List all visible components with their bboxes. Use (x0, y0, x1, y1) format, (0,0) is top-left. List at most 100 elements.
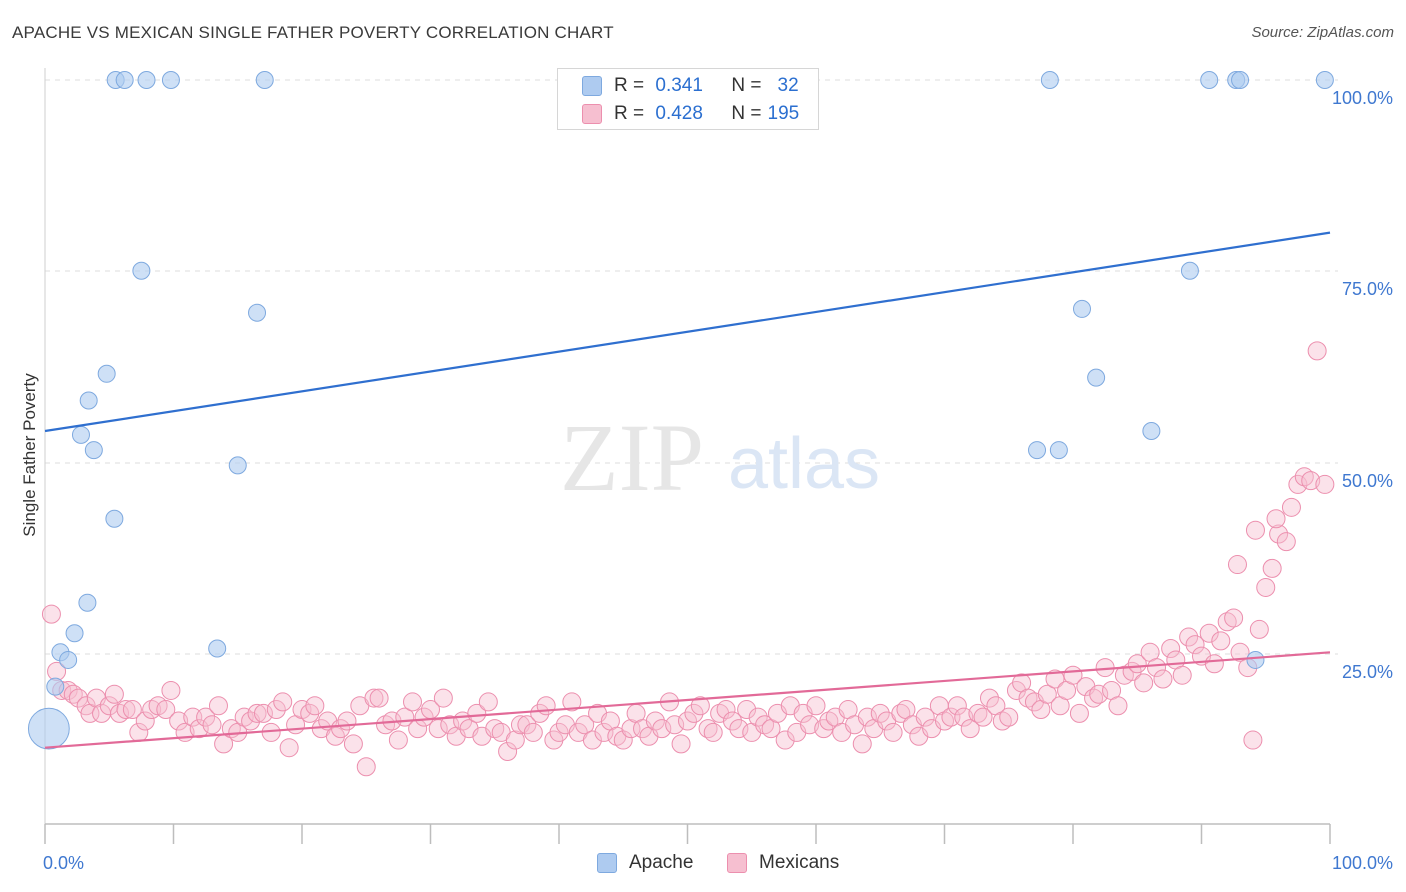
apache-r-value: 0.341 (655, 75, 703, 96)
mexicans-point-133 (891, 703, 911, 723)
apache-point-16 (115, 71, 134, 89)
mexicans-point-102 (690, 696, 710, 716)
apache-series (27, 71, 1334, 750)
mexicans-point-127 (852, 734, 872, 754)
stats-row-apache: R = 0.341 N = 32 (582, 73, 799, 99)
apache-point-7 (84, 441, 103, 460)
mexicans-point-46 (331, 719, 351, 739)
mexicans-point-182 (1204, 654, 1224, 674)
mexicans-point-189 (1249, 619, 1269, 639)
watermark: ZIP atlas (560, 404, 880, 511)
mexicans-point-178 (1179, 627, 1199, 647)
mexicans-point-34 (253, 703, 273, 723)
y-axis-label: Single Father Poverty (20, 373, 39, 537)
mexicans-point-36 (266, 700, 286, 720)
mexicans-point-63 (440, 715, 460, 735)
mexicans-point-173 (1147, 658, 1167, 678)
y-tick-label-3: 25.0% (1342, 662, 1393, 682)
mexicans-trend-line (44, 651, 1331, 749)
mexicans-point-76 (523, 722, 543, 742)
mexicans-point-199 (1315, 474, 1335, 494)
mexicans-point-72 (498, 742, 518, 762)
stats-legend: R = 0.341 N = 32 R = 0.428 N = 195 (557, 68, 819, 130)
mexicans-point-38 (279, 738, 299, 758)
mexicans-point-61 (428, 719, 448, 739)
mexicans-point-21 (169, 711, 189, 731)
mexicans-point-82 (562, 692, 582, 712)
mexicans-point-37 (273, 692, 293, 712)
chart-title: APACHE VS MEXICAN SINGLE FATHER POVERTY … (12, 23, 614, 42)
mexicans-point-132 (883, 722, 903, 742)
mexicans-point-106 (716, 700, 736, 720)
mexicans-point-42 (305, 696, 325, 716)
apache-point-19 (255, 71, 274, 89)
mexicans-point-47 (337, 711, 357, 731)
mexicans-point-201 (1245, 520, 1265, 540)
mexicans-r-value: 0.428 (655, 103, 703, 124)
mexicans-n-value: 195 (767, 103, 800, 124)
mexicans-point-84 (575, 715, 595, 735)
mexicans-point-87 (594, 722, 614, 742)
legend-item-mexicans[interactable]: Mexicans (727, 852, 839, 874)
mexicans-point-128 (857, 707, 877, 727)
mexicans-point-104 (703, 722, 723, 742)
apache-point-9 (97, 364, 116, 383)
grid-lines (45, 79, 1338, 655)
mexicans-point-103 (698, 719, 718, 739)
mexicans-point-111 (748, 707, 768, 727)
mexicans-point-192 (1269, 524, 1289, 544)
mexicans-point-55 (388, 730, 408, 750)
mexicans-point-27 (208, 696, 228, 716)
apache-point-14 (208, 639, 227, 658)
mexicans-point-108 (729, 719, 749, 739)
apache-trend-line (44, 231, 1331, 433)
apache-point-20 (1040, 71, 1059, 89)
apache-point-10 (105, 509, 124, 528)
legend-mexicans-swatch (727, 853, 747, 873)
apache-point-3 (59, 650, 78, 669)
y-tick-label-2: 50.0% (1342, 471, 1393, 491)
apache-point-1 (46, 677, 65, 696)
legend-apache-swatch (597, 853, 617, 873)
mexicans-point-14 (122, 700, 142, 720)
mexicans-point-101 (684, 703, 704, 723)
mexicans-point-161 (1069, 703, 1089, 723)
mexicans-point-24 (189, 719, 209, 739)
mexicans-point-109 (737, 700, 757, 720)
mexicans-point-194 (1281, 497, 1301, 517)
mexicans-point-73 (505, 730, 525, 750)
mexicans-point-143 (954, 707, 974, 727)
apache-point-28 (1142, 422, 1161, 441)
mexicans-point-200 (1227, 555, 1247, 575)
mexicans-point-163 (1084, 688, 1104, 708)
apache-point-26 (1072, 299, 1091, 318)
mexicans-point-175 (1161, 638, 1181, 658)
mexicans-point-107 (722, 711, 742, 731)
mexicans-point-171 (1134, 673, 1154, 693)
mexicans-point-26 (202, 715, 222, 735)
mexicans-point-190 (1256, 577, 1276, 597)
mexicans-point-13 (116, 700, 136, 720)
mexicans-point-75 (517, 715, 537, 735)
mexicans-swatch (582, 104, 602, 124)
mexicans-point-181 (1199, 623, 1219, 643)
legend-item-apache[interactable]: Apache (597, 852, 693, 874)
mexicans-point-195 (1288, 474, 1308, 494)
mexicans-point-100 (678, 711, 697, 731)
apache-point-23 (1231, 71, 1250, 89)
mexicans-point-90 (613, 730, 633, 750)
mexicans-point-69 (478, 692, 498, 712)
mexicans-point-85 (582, 730, 602, 750)
mexicans-point-57 (403, 692, 423, 712)
mexicans-point-167 (1108, 696, 1128, 716)
mexicans-point-0 (41, 604, 61, 624)
mexicans-point-80 (549, 722, 569, 742)
trend-lines (44, 231, 1331, 749)
mexicans-point-16 (135, 711, 155, 731)
apache-point-31 (1246, 650, 1265, 669)
y-tick-label-1: 75.0% (1342, 279, 1393, 299)
mexicans-point-202 (1266, 509, 1286, 529)
apache-point-17 (137, 71, 156, 89)
apache-point-25 (1180, 261, 1199, 280)
mexicans-point-144 (960, 719, 980, 739)
